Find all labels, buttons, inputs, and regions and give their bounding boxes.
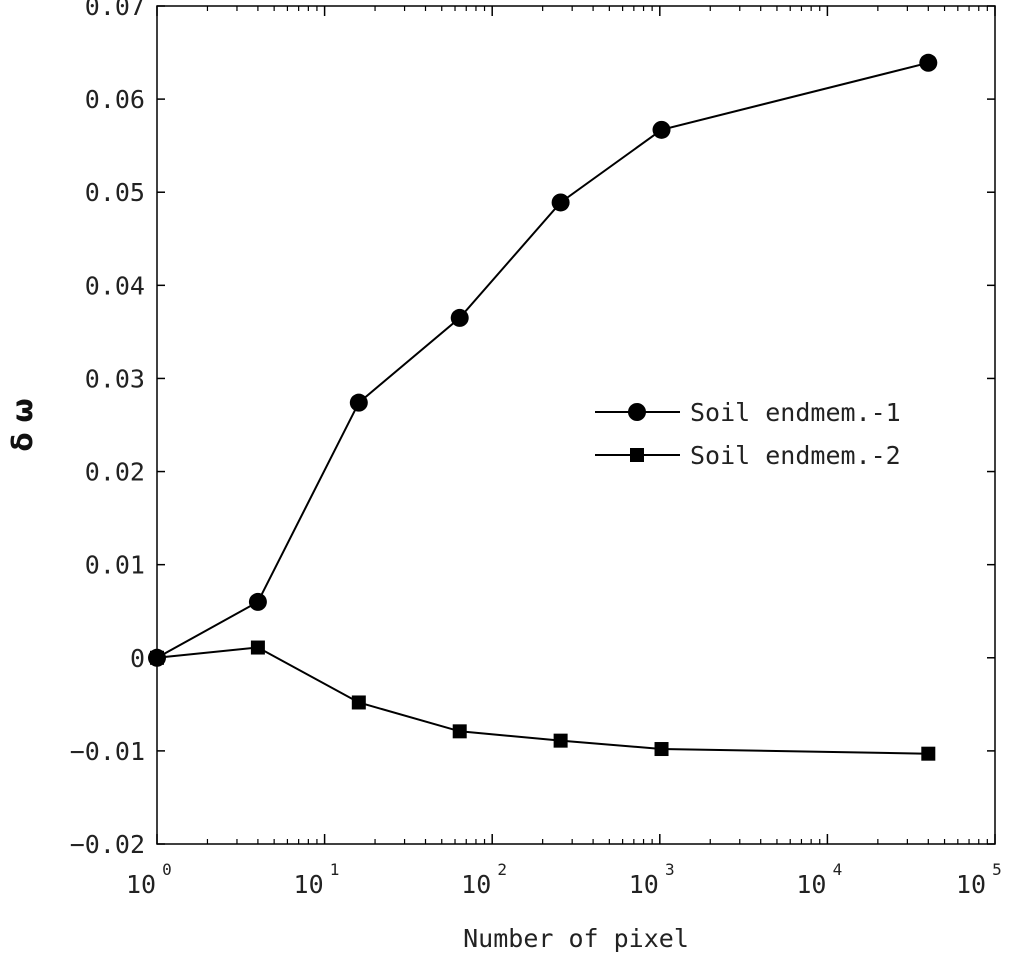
legend-marker-circle (628, 403, 646, 421)
series-line-2 (156, 646, 929, 755)
data-point-series-2 (452, 724, 467, 739)
data-point-series-1 (652, 120, 671, 139)
x-tick-label-exponent: 4 (833, 860, 843, 879)
x-tick-label-base: 10 (629, 870, 659, 899)
x-tick-label-exponent: 0 (162, 860, 172, 879)
legend-marker-square (630, 448, 644, 462)
y-axis-ticks: 0.07 0.06 0.05 0.04 0.03 0.02 0.01 0 −0.01 −0.02 (70, 0, 995, 859)
x-tick-label-base: 10 (294, 870, 324, 899)
y-tick-label: −0.01 (70, 737, 145, 766)
x-tick-label-base: 10 (796, 870, 826, 899)
data-point-series-1 (919, 53, 938, 72)
data-point-series-2 (553, 733, 568, 748)
y-tick-label: 0.02 (85, 458, 145, 487)
x-axis-label: Number of pixel (463, 924, 689, 953)
data-point-series-2 (250, 640, 265, 655)
y-tick-label: 0 (130, 644, 145, 673)
x-tick-label-exponent: 2 (497, 860, 507, 879)
data-point-series-1 (349, 393, 368, 412)
data-point-series-2 (351, 695, 366, 710)
y-tick-label: 0.01 (85, 551, 145, 580)
y-tick-label: 0.07 (85, 0, 145, 21)
plot-frame (156, 5, 996, 845)
y-tick-label: 0.06 (85, 85, 145, 114)
data-point-series-2 (150, 650, 164, 665)
x-tick-label-base: 10 (461, 870, 491, 899)
data-point-series-2 (921, 746, 936, 761)
x-tick-label-exponent: 1 (330, 860, 340, 879)
data-point-series-1 (450, 308, 469, 327)
data-point-series-2 (654, 742, 669, 757)
y-tick-label: −0.02 (70, 830, 145, 859)
legend-label-1: Soil endmem.-1 (690, 398, 901, 427)
x-tick-label-base: 10 (956, 870, 986, 899)
series-line-1 (156, 61, 929, 659)
y-tick-label: 0.05 (85, 178, 145, 207)
legend-label-2: Soil endmem.-2 (690, 441, 901, 470)
y-tick-label: 0.03 (85, 364, 145, 393)
y-tick-label: 0.04 (85, 271, 145, 300)
x-tick-label-exponent: 3 (665, 860, 675, 879)
x-tick-label-base: 10 (126, 870, 156, 899)
data-point-series-1 (248, 592, 267, 611)
series-layer (148, 53, 938, 761)
y-axis-label: δ ω (6, 398, 39, 451)
x-tick-label-exponent: 5 (992, 860, 1002, 879)
x-axis-ticks: 10 0 10 1 10 2 10 3 10 4 10 5 (126, 6, 1002, 899)
data-point-series-1 (551, 193, 570, 212)
legend: Soil endmem.-1 Soil endmem.-2 (595, 398, 901, 470)
